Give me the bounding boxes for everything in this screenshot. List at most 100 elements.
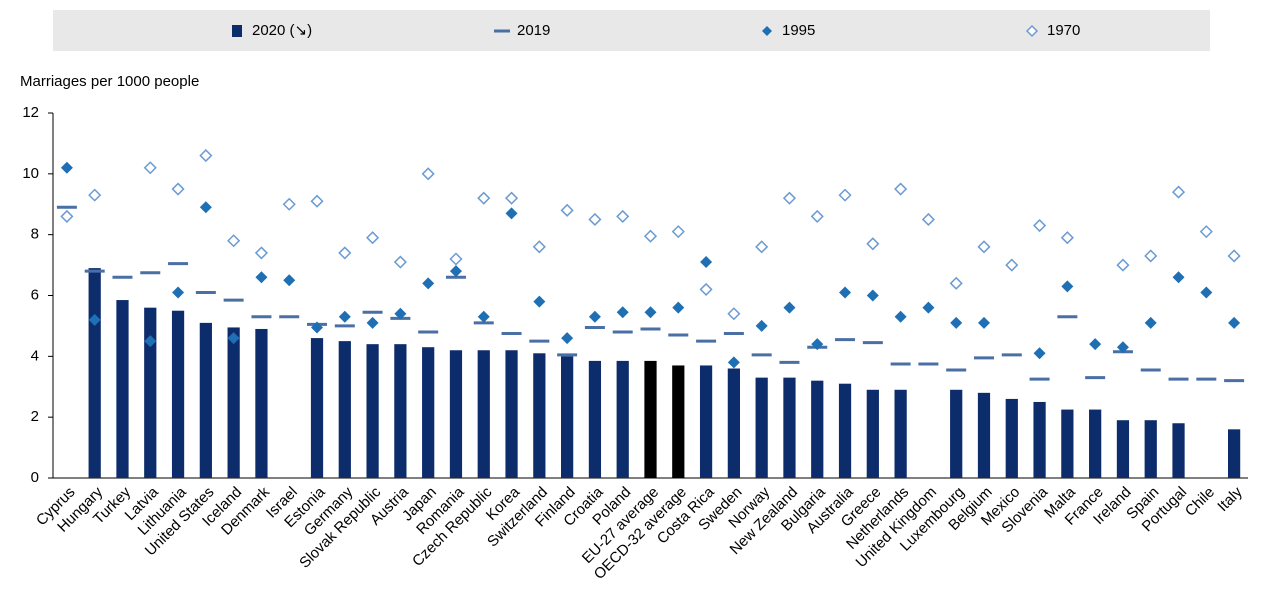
hollow-diamond-marker [393, 255, 407, 269]
hollow-diamond-marker [921, 212, 935, 227]
bar [533, 353, 546, 478]
diamond-marker [477, 310, 490, 323]
bar [505, 350, 518, 478]
bar [366, 344, 379, 478]
hollow-diamond-marker [643, 229, 658, 243]
legend-swatch [232, 25, 242, 37]
diamond-marker [311, 321, 324, 334]
hollow-diamond-marker [755, 240, 769, 254]
hollow-diamond-marker [1199, 225, 1213, 239]
diamond-marker [950, 316, 963, 329]
hollow-diamond-marker [810, 209, 824, 223]
y-tick-label: 8 [31, 226, 39, 243]
bar [1089, 409, 1102, 478]
diamond-marker [338, 310, 351, 323]
bar [672, 365, 685, 478]
diamond-marker [1033, 347, 1046, 360]
x-tick-label: Italy [1214, 483, 1246, 515]
hollow-diamond-marker [977, 240, 991, 254]
bar [616, 360, 629, 478]
hollow-diamond-marker [171, 182, 185, 196]
bar [838, 383, 852, 478]
legend-swatch [1025, 24, 1039, 38]
diamond-marker [533, 295, 546, 308]
diamond-marker [449, 265, 462, 278]
hollow-diamond-marker [254, 246, 268, 260]
y-tick-label: 12 [22, 104, 39, 121]
hollow-diamond-marker [477, 191, 491, 205]
bar [171, 310, 185, 478]
diamond-marker [1089, 338, 1102, 351]
bar [950, 389, 963, 478]
diamond-marker [1228, 316, 1241, 329]
y-tick-label: 6 [31, 286, 39, 303]
diamond-marker [672, 301, 685, 314]
bar [755, 377, 768, 478]
y-tick-label: 10 [22, 165, 39, 182]
hollow-diamond-marker [449, 252, 463, 266]
hollow-diamond-marker [310, 194, 324, 208]
hollow-diamond-marker [1116, 258, 1130, 272]
hollow-diamond-marker [504, 191, 519, 205]
diamond-marker [60, 161, 73, 174]
bar [144, 307, 157, 478]
diamond-marker [894, 310, 907, 323]
legend-box [53, 10, 1210, 51]
diamond-marker [644, 306, 657, 319]
diamond-marker [505, 207, 518, 220]
bar [727, 368, 740, 478]
hollow-diamond-marker [727, 307, 741, 321]
legend-label: 2020 (↘) [252, 22, 312, 39]
hollow-diamond-marker [616, 209, 630, 223]
y-axis-title: Marriages per 1000 people [20, 73, 199, 90]
bar [1227, 429, 1241, 478]
hollow-diamond-marker [532, 240, 546, 254]
diamond-marker [588, 310, 601, 323]
diamond-marker [1200, 286, 1213, 299]
diamond-marker [255, 271, 268, 284]
hollow-diamond-marker [838, 188, 852, 202]
legend-label: 1970 [1047, 22, 1080, 39]
bar [1116, 420, 1130, 478]
hollow-diamond-marker [366, 231, 380, 245]
hollow-diamond-marker [1171, 185, 1186, 199]
diamond-marker [366, 316, 379, 329]
bar [1061, 409, 1074, 478]
bar [977, 392, 991, 478]
legend-label: 2019 [517, 22, 550, 39]
hollow-diamond-marker [949, 276, 963, 290]
bar [699, 365, 713, 478]
y-tick-label: 0 [31, 469, 39, 486]
diamond-marker [1144, 316, 1157, 329]
diamond-marker [727, 356, 740, 369]
diamond-marker [839, 286, 852, 299]
hollow-diamond-marker [282, 197, 296, 211]
y-tick-label: 2 [31, 408, 39, 425]
hollow-diamond-marker [1005, 258, 1019, 272]
bar [1172, 423, 1185, 478]
bar [783, 377, 796, 478]
bar [811, 380, 824, 478]
diamond-marker [922, 301, 935, 314]
diamond-marker [977, 316, 990, 329]
hollow-diamond-marker [1144, 249, 1158, 263]
hollow-diamond-marker [60, 209, 74, 223]
bar [310, 338, 324, 478]
hollow-diamond-marker [671, 225, 685, 239]
bar [88, 268, 101, 478]
diamond-marker [199, 201, 212, 214]
hollow-diamond-marker [1060, 231, 1074, 245]
hollow-diamond-marker [894, 182, 908, 196]
bar [227, 327, 240, 478]
bar [422, 347, 435, 478]
hollow-diamond-marker [338, 246, 352, 260]
diamond-marker [88, 313, 101, 326]
diamond-marker [394, 307, 407, 320]
diamond-marker [1061, 280, 1074, 293]
hollow-diamond-marker [560, 203, 574, 217]
hollow-diamond-marker [88, 188, 102, 202]
diamond-marker [811, 338, 824, 351]
bar [588, 360, 602, 478]
hollow-diamond-marker [782, 191, 797, 205]
hollow-diamond-marker [199, 149, 213, 163]
